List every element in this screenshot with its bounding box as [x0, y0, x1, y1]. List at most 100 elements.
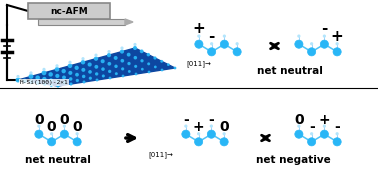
Circle shape: [90, 77, 91, 79]
Circle shape: [195, 138, 203, 146]
Circle shape: [174, 67, 176, 69]
Circle shape: [207, 130, 215, 138]
Circle shape: [76, 74, 78, 76]
Text: +: +: [319, 113, 330, 127]
Circle shape: [235, 42, 239, 45]
Circle shape: [43, 78, 46, 80]
Circle shape: [336, 42, 339, 45]
Text: [011]→: [011]→: [148, 151, 173, 158]
Circle shape: [210, 42, 213, 45]
Circle shape: [95, 54, 97, 56]
Circle shape: [76, 80, 78, 81]
Circle shape: [17, 76, 19, 77]
Circle shape: [295, 130, 303, 138]
Text: -: -: [209, 113, 214, 127]
Circle shape: [122, 68, 124, 70]
Text: -: -: [309, 120, 314, 134]
Circle shape: [333, 48, 341, 56]
Circle shape: [96, 73, 98, 75]
Circle shape: [36, 76, 39, 79]
Circle shape: [82, 58, 84, 60]
Circle shape: [16, 78, 20, 82]
Circle shape: [122, 75, 124, 77]
Circle shape: [62, 70, 65, 73]
Circle shape: [141, 50, 143, 53]
Circle shape: [101, 60, 104, 63]
Text: nc-AFM: nc-AFM: [50, 7, 88, 16]
Circle shape: [109, 77, 111, 79]
Circle shape: [64, 82, 65, 84]
Text: -: -: [334, 120, 340, 134]
Text: 0: 0: [34, 113, 44, 127]
Text: net negative: net negative: [256, 155, 330, 165]
Circle shape: [83, 81, 85, 83]
Circle shape: [102, 68, 104, 70]
Circle shape: [161, 61, 163, 62]
Circle shape: [82, 69, 85, 71]
Circle shape: [42, 71, 46, 75]
Circle shape: [134, 57, 136, 59]
Circle shape: [69, 72, 72, 74]
Circle shape: [336, 132, 339, 135]
Circle shape: [73, 138, 81, 146]
Circle shape: [295, 40, 303, 48]
Circle shape: [220, 138, 228, 146]
Circle shape: [95, 66, 98, 68]
Circle shape: [197, 132, 200, 135]
Circle shape: [115, 65, 117, 67]
Circle shape: [108, 54, 110, 57]
Circle shape: [128, 63, 130, 65]
Circle shape: [37, 125, 40, 128]
Circle shape: [148, 71, 150, 73]
Bar: [38, 19, 125, 25]
Circle shape: [56, 75, 59, 77]
Circle shape: [69, 61, 71, 63]
Bar: [28, 3, 110, 19]
Circle shape: [30, 80, 33, 84]
Polygon shape: [125, 19, 133, 25]
Circle shape: [308, 48, 316, 56]
Circle shape: [116, 73, 117, 75]
Circle shape: [197, 34, 200, 38]
Circle shape: [320, 40, 328, 48]
Circle shape: [49, 73, 52, 76]
Text: 0: 0: [72, 120, 82, 134]
Circle shape: [37, 82, 39, 84]
Circle shape: [141, 60, 143, 62]
Circle shape: [50, 79, 52, 81]
Circle shape: [310, 42, 313, 45]
Circle shape: [70, 83, 72, 85]
Circle shape: [167, 64, 169, 65]
Circle shape: [135, 73, 137, 75]
Circle shape: [75, 66, 78, 69]
Circle shape: [50, 132, 53, 135]
Circle shape: [208, 48, 216, 56]
Circle shape: [233, 48, 241, 56]
Circle shape: [63, 125, 66, 128]
Text: net neutral: net neutral: [25, 155, 91, 165]
Text: 0: 0: [47, 120, 56, 134]
Circle shape: [320, 130, 328, 138]
Circle shape: [134, 47, 136, 49]
Circle shape: [142, 69, 143, 70]
Circle shape: [129, 71, 130, 72]
Circle shape: [323, 125, 326, 128]
Circle shape: [297, 34, 301, 38]
Circle shape: [195, 40, 203, 48]
Text: 0: 0: [60, 113, 69, 127]
Circle shape: [35, 130, 43, 138]
Circle shape: [43, 69, 45, 70]
Circle shape: [48, 138, 56, 146]
Circle shape: [223, 132, 226, 135]
Circle shape: [154, 57, 156, 59]
Circle shape: [135, 66, 136, 67]
Circle shape: [297, 125, 301, 128]
Circle shape: [323, 34, 326, 38]
Text: -: -: [321, 21, 328, 36]
Circle shape: [50, 84, 53, 86]
Circle shape: [96, 79, 98, 81]
Circle shape: [115, 57, 117, 59]
Circle shape: [333, 138, 341, 146]
Circle shape: [184, 125, 187, 128]
Circle shape: [161, 69, 163, 71]
